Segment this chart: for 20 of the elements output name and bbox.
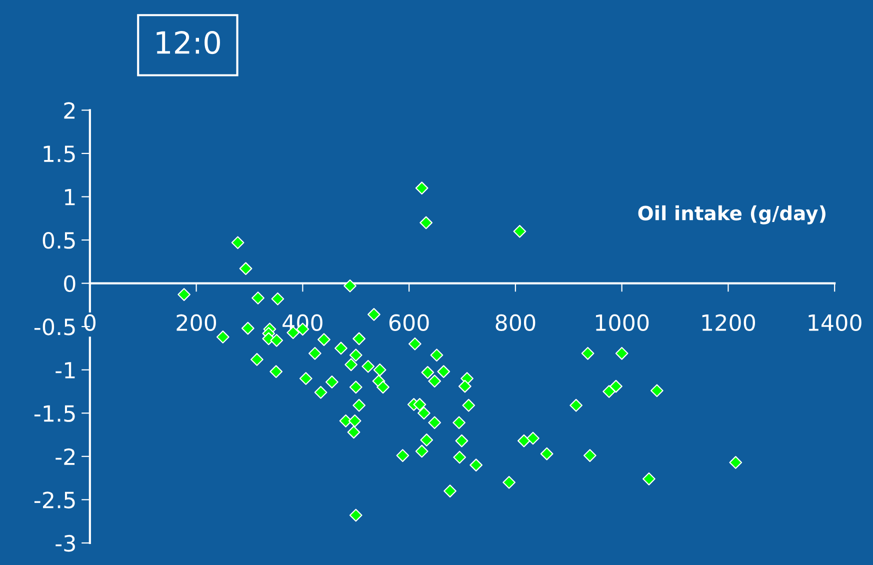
x-tick-label: 800 [496,314,536,332]
x-tick-label: 0 [84,314,96,332]
y-tick-label: 0 [64,275,76,292]
y-tick-label: -3 [56,534,75,552]
y-tick-label: -1 [56,362,75,378]
x-tick-label: 200 [176,314,216,332]
y-tick-label: 2 [64,102,74,119]
y-tick-label: -2 [56,448,74,465]
x-tick-label: 1200 [702,314,756,332]
x-tick-label: 1400 [808,314,862,332]
x-tick-label: 1000 [596,314,649,332]
y-tick-label: 1 [65,188,75,206]
y-tick-label: 0.5 [42,232,75,249]
y-tick-label: 1.5 [44,146,75,162]
x-axis-title: Oil intake (g/day) [638,205,826,224]
y-tick-label: -2.5 [34,492,75,508]
x-tick-label: 600 [389,314,429,332]
y-tick-label: -0.5 [34,318,75,336]
chart-title: 12:0 [156,30,220,54]
y-tick-label: -1.5 [34,405,75,422]
